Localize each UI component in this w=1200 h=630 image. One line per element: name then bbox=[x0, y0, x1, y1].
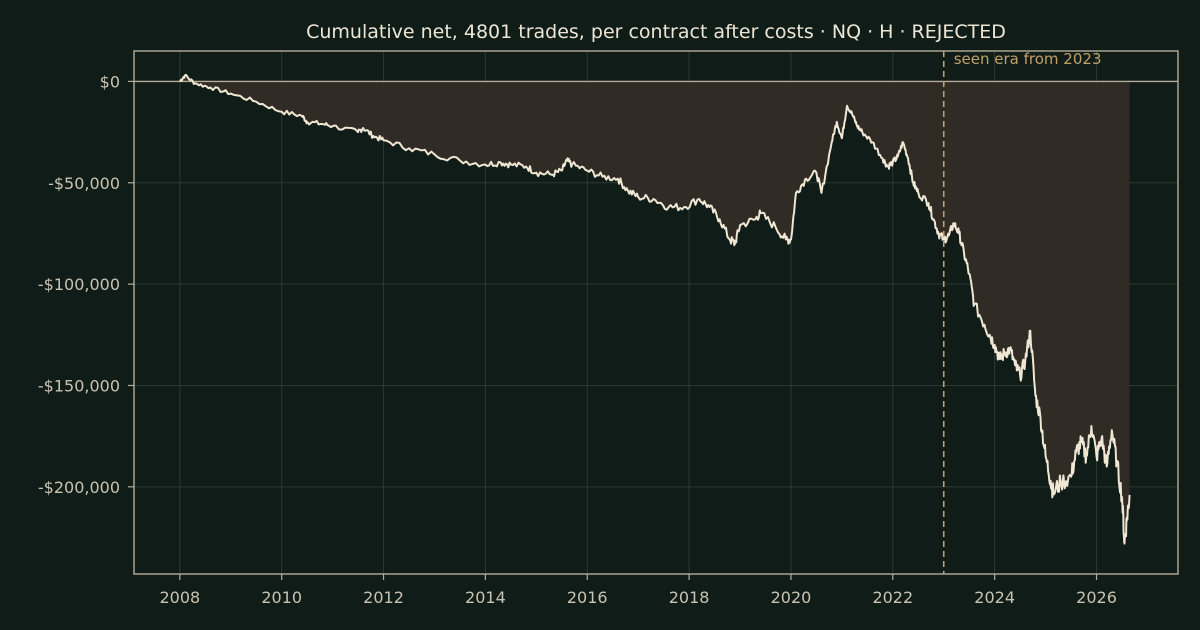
x-tick-label: 2012 bbox=[363, 588, 404, 607]
y-tick-label: -$100,000 bbox=[38, 275, 120, 294]
y-tick-label: -$50,000 bbox=[48, 174, 120, 193]
x-tick-label: 2022 bbox=[872, 588, 913, 607]
series-line bbox=[179, 73, 1131, 545]
drawdown-area bbox=[179, 74, 1130, 544]
y-axis-ticks: $0 -$50,000 -$100,000 -$150,000 -$200,000 bbox=[38, 72, 134, 497]
x-axis-ticks: 2008 2010 2012 2014 2016 2018 2020 2022 2024 2026 bbox=[159, 574, 1117, 607]
annotation-group: seen era from 2023 bbox=[942, 50, 1102, 574]
x-tick-label: 2026 bbox=[1076, 588, 1117, 607]
y-tick-label: -$150,000 bbox=[38, 376, 120, 395]
equity-curve bbox=[179, 73, 1131, 545]
axes bbox=[133, 50, 1179, 575]
drawdown-fill bbox=[179, 74, 1130, 544]
x-tick-label: 2016 bbox=[567, 588, 608, 607]
annotation-label: seen era from 2023 bbox=[954, 50, 1102, 68]
x-tick-label: 2010 bbox=[261, 588, 302, 607]
x-tick-label: 2014 bbox=[465, 588, 506, 607]
y-tick-label: $0 bbox=[100, 72, 120, 91]
plot-frame bbox=[133, 50, 1179, 575]
x-tick-label: 2018 bbox=[669, 588, 710, 607]
x-tick-label: 2008 bbox=[159, 588, 200, 607]
x-tick-label: 2024 bbox=[974, 588, 1015, 607]
y-tick-label: -$200,000 bbox=[38, 478, 120, 497]
x-tick-label: 2020 bbox=[771, 588, 812, 607]
chart-title: Cumulative net, 4801 trades, per contrac… bbox=[306, 21, 1006, 43]
